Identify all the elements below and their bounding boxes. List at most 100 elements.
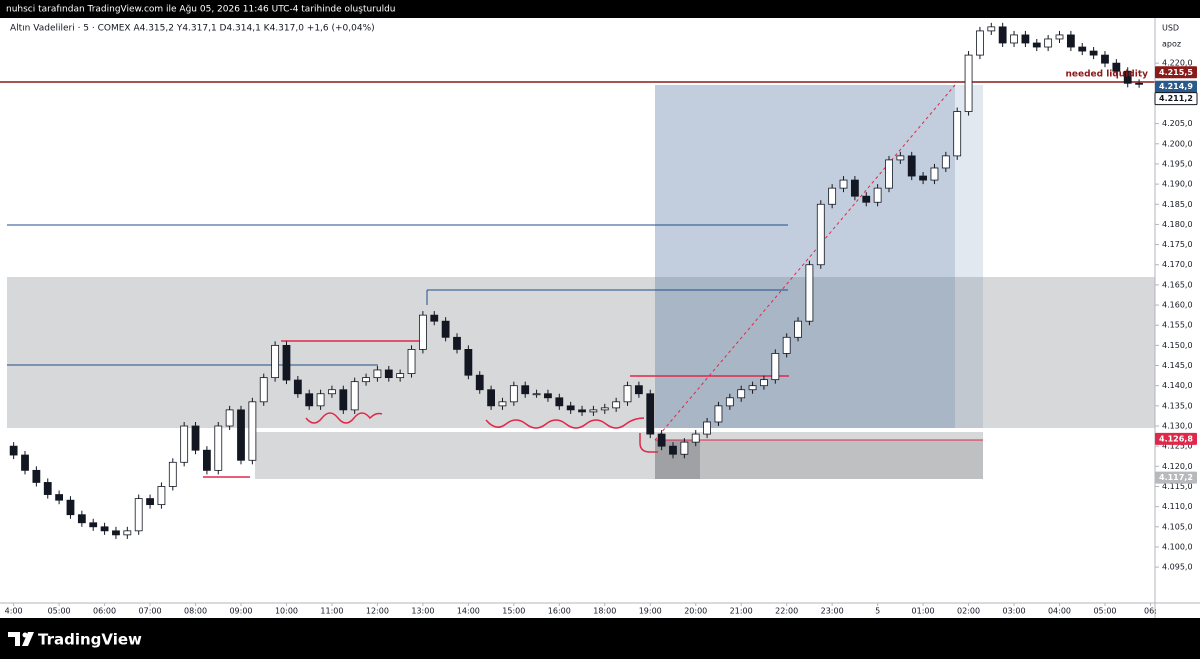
candle-body xyxy=(271,344,280,379)
candle-body xyxy=(168,461,177,487)
candle-body xyxy=(987,26,996,32)
candle-body xyxy=(794,320,802,338)
y-tick-label: 4.125,0 xyxy=(1162,442,1193,451)
candle-body xyxy=(316,393,325,407)
y-tick-label: 4.135,0 xyxy=(1162,401,1193,410)
candle-body xyxy=(930,167,939,181)
price-label: 4.117,2 xyxy=(1159,473,1193,482)
axis-note: apoz xyxy=(1162,40,1181,49)
candle-body xyxy=(919,175,927,181)
price-label-box xyxy=(1155,471,1197,484)
x-tick-label: 08:00 xyxy=(184,607,207,616)
candle-body xyxy=(1112,62,1121,72)
candle-body xyxy=(976,30,984,56)
candle-body xyxy=(725,397,734,407)
sweep-mark xyxy=(639,433,658,453)
candle-body xyxy=(1021,34,1030,44)
candle-body xyxy=(259,377,268,403)
candle-body xyxy=(691,433,700,443)
candles xyxy=(9,22,1143,539)
candle-body xyxy=(464,349,473,376)
y-tick-label: 4.195,0 xyxy=(1162,159,1193,168)
candle-body xyxy=(441,320,450,338)
y-tick-label: 4.140,0 xyxy=(1162,381,1193,390)
candle-body xyxy=(509,385,518,403)
candle-body xyxy=(100,526,109,532)
candle-body xyxy=(180,425,189,463)
candle-body xyxy=(55,494,64,501)
candle-body xyxy=(475,374,484,391)
candle-body xyxy=(112,530,120,536)
candle-body xyxy=(328,389,336,395)
candle-body xyxy=(66,499,75,516)
candle-body xyxy=(998,26,1007,44)
y-tick-label: 4.185,0 xyxy=(1162,200,1193,209)
candle-body xyxy=(544,393,552,399)
x-tick-label: 09:00 xyxy=(229,607,252,616)
x-tick-label: 07:00 xyxy=(139,607,162,616)
candle-body xyxy=(873,187,882,203)
header-bar xyxy=(0,0,1200,18)
candle-body xyxy=(680,441,689,455)
y-tick-label: 4.160,0 xyxy=(1162,301,1193,310)
y-tick-label: 4.145,0 xyxy=(1162,361,1193,370)
candle-body xyxy=(43,482,52,495)
candle-body xyxy=(612,401,621,409)
candle-body xyxy=(305,393,314,407)
candle-body xyxy=(816,203,825,266)
candle-body xyxy=(566,405,575,411)
candle-body xyxy=(1089,50,1098,56)
candle-body xyxy=(407,349,416,374)
x-tick-label: 21:00 xyxy=(730,607,753,616)
y-tick-label: 4.110,0 xyxy=(1162,502,1193,511)
axes: 4.095,0 4.100,0 4.105,0 4.110,0 4.115,0 4.120… xyxy=(5,59,1198,616)
candle-body xyxy=(9,445,18,456)
candle-body xyxy=(32,469,41,483)
currency: USD xyxy=(1162,24,1179,33)
candle-body xyxy=(737,389,746,399)
candle-body xyxy=(89,522,98,528)
candle-body xyxy=(907,155,916,177)
price-axis xyxy=(1155,18,1200,618)
candle-body xyxy=(453,336,461,350)
candle-body xyxy=(748,385,757,391)
x-tick-label: 16:00 xyxy=(548,607,571,616)
candle-body xyxy=(430,314,439,322)
candle-body xyxy=(418,314,427,350)
candle-body xyxy=(1135,82,1143,85)
x-tick-label: 18:00 xyxy=(593,607,616,616)
price-label: 4.126,8 xyxy=(1159,434,1193,443)
x-tick-label: 10:00 xyxy=(275,607,298,616)
price-label-box xyxy=(1155,432,1197,445)
x-tick-label: 05:00 xyxy=(48,607,71,616)
x-tick-label: 19:00 xyxy=(639,607,662,616)
y-tick-label: 4.205,0 xyxy=(1162,119,1193,128)
candle-body xyxy=(191,425,200,451)
candle-body xyxy=(214,425,223,471)
y-tick-label: 4.115,0 xyxy=(1162,482,1193,491)
x-tick-label: 20:00 xyxy=(684,607,707,616)
candle-body xyxy=(600,407,609,411)
price-label-box xyxy=(1154,92,1198,106)
y-tick-label: 4.220,0 xyxy=(1162,59,1193,68)
header-caption: nuhsci tarafından TradingView.com ile Ağ… xyxy=(6,5,396,15)
y-tick-label: 4.100,0 xyxy=(1162,542,1193,551)
candle-body xyxy=(589,409,598,413)
candle-body xyxy=(1032,42,1041,48)
y-tick-label: 4.170,0 xyxy=(1162,260,1193,269)
candle-body xyxy=(123,530,132,536)
y-tick-label: 4.190,0 xyxy=(1162,180,1193,189)
candle-body xyxy=(634,385,643,395)
candle-body xyxy=(885,159,893,189)
candle-body xyxy=(282,344,291,381)
candle-body xyxy=(77,514,86,524)
candle-body xyxy=(669,445,677,455)
x-tick-label: 4:00 xyxy=(5,607,23,616)
range-zone xyxy=(7,277,1155,428)
liquidity-sketch xyxy=(305,412,383,424)
candle-body xyxy=(1101,54,1109,64)
x-tick-label: 5 xyxy=(875,607,880,616)
candle-body xyxy=(714,405,723,423)
candle-body xyxy=(1055,34,1064,40)
